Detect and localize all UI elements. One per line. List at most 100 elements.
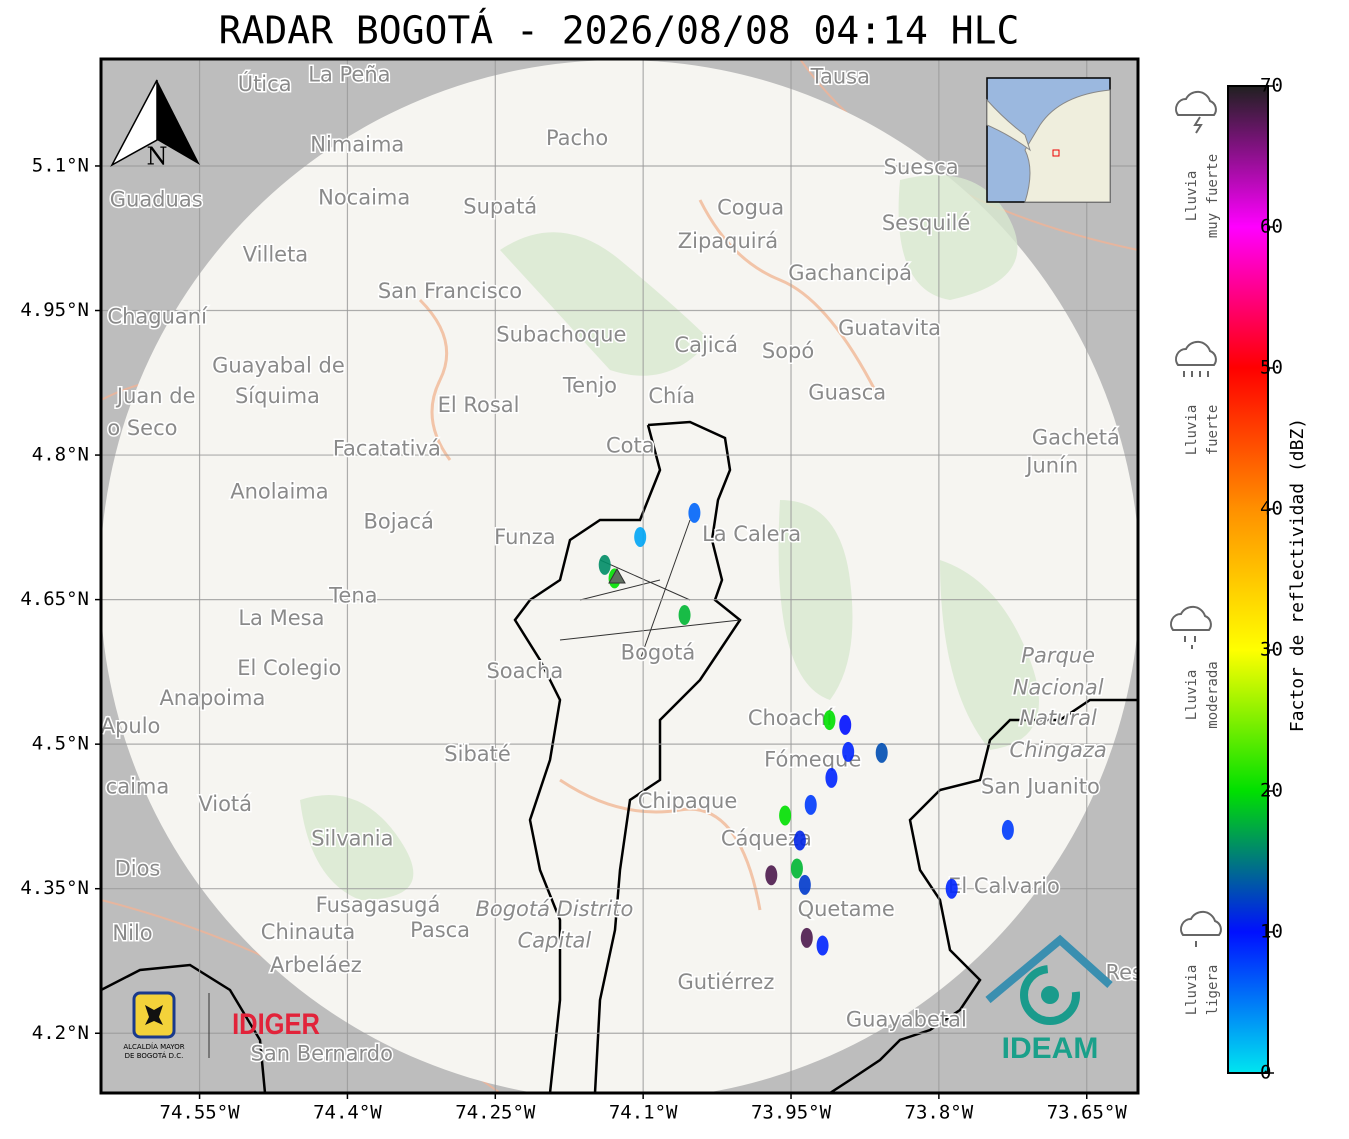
place-label: Guayabetal: [846, 1008, 967, 1032]
icon-lightning: [1193, 116, 1203, 134]
place-label: caima: [106, 775, 170, 799]
place-label: Facatativá: [333, 436, 441, 460]
department-boundary: [101, 963, 267, 1093]
place-label: La Calera: [702, 522, 801, 546]
place-label: Chinauta: [261, 920, 355, 944]
legend-label: muy fuerte: [1205, 154, 1221, 238]
radar-echo: [839, 714, 852, 735]
y-tick-label: 4.8°N: [32, 444, 89, 466]
place-label: Bogotá: [621, 641, 696, 665]
legend-label: Lluvia: [1184, 670, 1200, 721]
place-label: Fusagasugá: [316, 893, 441, 917]
place-label: Subachoque: [496, 323, 626, 347]
place-label: Zipaquirá: [678, 229, 778, 253]
y-tick-label: 4.5°N: [32, 733, 89, 755]
vegetation: [300, 175, 1039, 900]
legend-label: moderada: [1205, 661, 1221, 728]
place-label: Cogua: [717, 195, 784, 219]
place-label: Bojacá: [364, 510, 434, 534]
colorbar-tick-label: 40: [1260, 498, 1283, 520]
place-label: Juan de: [115, 384, 196, 408]
place-label: Chaguaní: [107, 304, 208, 328]
place-label: Nocaima: [318, 186, 410, 210]
radar-echo: [765, 865, 778, 886]
y-tick-label: 4.2°N: [32, 1022, 89, 1044]
place-label: El Calvario: [948, 874, 1060, 898]
place-label: Tena: [328, 584, 377, 608]
colorbar-tick-label: 0: [1260, 1062, 1271, 1084]
map-frame: [99, 57, 1140, 1095]
place-label: Útica: [238, 71, 292, 96]
place-label: Chipaque: [638, 789, 738, 813]
place-label: Apulo: [101, 714, 161, 738]
place-label: Dios: [115, 856, 161, 880]
radar-echo: [1001, 819, 1014, 840]
place-label: Arbeláez: [270, 953, 362, 977]
bogota-boundary: [513, 420, 742, 1093]
radar-echo: [945, 878, 958, 899]
place-label: Suesca: [884, 155, 959, 179]
place-label: Supatá: [463, 194, 537, 218]
department-boundary: [829, 698, 1138, 1093]
place-label: Sopó: [762, 339, 814, 363]
inset-marker: [1052, 149, 1060, 157]
colorbar-tick-label: 60: [1260, 216, 1283, 238]
place-label: Guaduas: [110, 188, 203, 212]
inset-land: [986, 98, 1031, 152]
radar-echo: [779, 805, 792, 826]
place-label: Nimaima: [310, 133, 404, 157]
axis-ticks: 74.55°W 74.4°W 74.25°W 74.1°W 73.95°W 73.8°W 7…: [20, 154, 1127, 1123]
logo-idiger: IDIGER: [232, 1007, 320, 1040]
north-arrow-right: [157, 80, 200, 165]
road: [418, 199, 882, 911]
radar-echo: [793, 830, 806, 851]
place-label: Funza: [494, 525, 555, 549]
y-tick-label: 4.65°N: [20, 588, 89, 610]
legend-label: Lluvia: [1184, 965, 1200, 1016]
place-label: Quetame: [798, 897, 895, 921]
place-label: Sesquilé: [882, 211, 970, 235]
place-label: Nilo: [112, 921, 152, 945]
radar-echo: [798, 874, 811, 895]
north-label: N: [147, 143, 168, 171]
place-label: Choachí: [748, 706, 834, 730]
map-area: Útica La Peña Tausa Pacho Nimaima Guaduas Noca…: [101, 59, 1138, 1093]
icon-cloud: [1170, 605, 1212, 631]
place-label: La Mesa: [238, 606, 324, 630]
legend-label: Lluvia: [1184, 405, 1200, 456]
ideam-swirl: [1020, 965, 1080, 1025]
radar-echo: [790, 858, 803, 879]
place-label: o Seco: [107, 416, 177, 440]
place-label: Pacho: [546, 126, 608, 150]
place-label: Guatavita: [838, 316, 941, 340]
place-label: San Francisco: [378, 279, 522, 303]
places: Útica La Peña Tausa Pacho Nimaima Guaduas Noca…: [101, 61, 1138, 1067]
place-label: Anapoima: [159, 686, 265, 710]
logo-ideam-text: IDEAM: [1002, 1032, 1099, 1065]
x-tick-label: 74.1°W: [609, 1102, 678, 1124]
logo-alcaldia-line: DE BOGOTÁ D.C.: [125, 1051, 184, 1060]
place-label: Villeta: [243, 243, 308, 267]
logo-ideam: IDEAM: [985, 934, 1113, 1065]
y-tick-label: 4.35°N: [20, 877, 89, 899]
radar-echo: [816, 935, 829, 956]
colorbar: [1227, 85, 1269, 1074]
icon-rain: [1184, 636, 1196, 649]
place-label: San Bernardo: [251, 1041, 393, 1065]
x-tick-label: 74.25°W: [455, 1102, 536, 1124]
colorbar-tick-label: 20: [1260, 780, 1283, 802]
place-label: Silvania: [311, 827, 393, 851]
place-label: Gachancipá: [788, 261, 912, 285]
place-label: Cajicá: [674, 333, 738, 357]
ideam-eye: [1041, 986, 1059, 1004]
place-label: Gutiérrez: [677, 970, 774, 994]
title: RADAR BOGOTÁ - 2026/08/08 04:14 HLC: [219, 9, 1020, 53]
radar-echo: [634, 526, 647, 547]
colorbar-tick-label: 50: [1260, 357, 1283, 379]
inset-map: [986, 77, 1111, 203]
place-label: Chingaza: [1010, 738, 1107, 762]
place-label: El Rosal: [438, 393, 520, 417]
radar-echo: [598, 554, 611, 575]
radar-echo: [842, 741, 855, 762]
